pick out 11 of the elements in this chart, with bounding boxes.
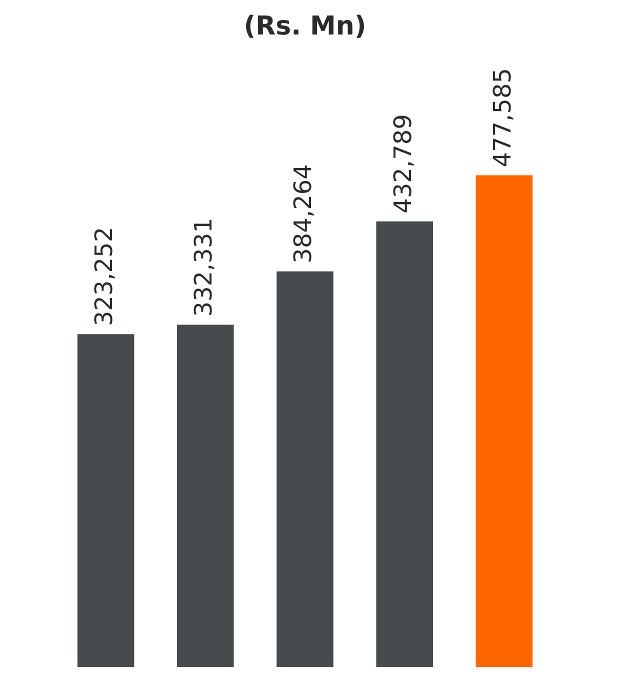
data-label: 323,252 — [90, 226, 118, 326]
bar — [177, 324, 234, 667]
data-label: 432,789 — [388, 114, 417, 214]
bar — [276, 271, 334, 667]
bar — [476, 175, 533, 667]
bar — [77, 334, 134, 667]
bar — [376, 221, 433, 667]
data-label: 332,331 — [190, 218, 218, 317]
chart-title: (Rs. Mn) — [244, 11, 366, 42]
data-label: 384,264 — [289, 164, 318, 264]
data-label: 477,585 — [488, 68, 516, 168]
